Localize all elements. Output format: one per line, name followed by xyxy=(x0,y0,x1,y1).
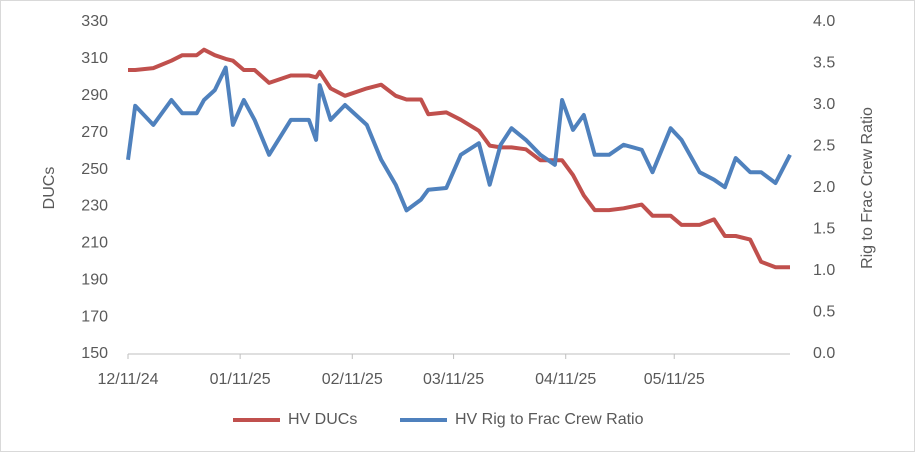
y2-tick-label: 2.5 xyxy=(813,138,835,155)
y2-tick-label: 3.5 xyxy=(813,55,835,72)
y-axis-title: DUCs xyxy=(41,167,58,210)
y-tick-label: 330 xyxy=(81,13,108,30)
x-tick-label: 05/11/25 xyxy=(644,371,705,388)
y2-tick-label: 3.0 xyxy=(813,96,835,113)
y2-tick-label: 4.0 xyxy=(813,13,835,30)
y-tick-label: 290 xyxy=(81,87,108,104)
x-tick-label: 02/11/25 xyxy=(322,371,383,388)
y2-tick-label: 2.0 xyxy=(813,179,835,196)
y2-tick-label: 0.5 xyxy=(813,304,835,321)
x-tick-label: 04/11/25 xyxy=(535,371,596,388)
x-tick-label: 03/11/25 xyxy=(423,371,484,388)
y2-axis-title: Rig to Frac Crew Ratio xyxy=(859,107,876,269)
x-tick-label: 12/11/24 xyxy=(97,371,158,388)
y2-tick-label: 1.5 xyxy=(813,221,835,238)
y-tick-label: 170 xyxy=(81,308,108,325)
y-tick-label: 230 xyxy=(81,198,108,215)
data-line xyxy=(128,47,790,270)
y2-tick-label: 1.0 xyxy=(813,262,835,279)
y-tick-label: 150 xyxy=(81,345,108,362)
y-tick-label: 190 xyxy=(81,271,108,288)
legend-label: HV Rig to Frac Crew Ratio xyxy=(455,411,644,428)
y-tick-label: 310 xyxy=(81,50,108,67)
legend-label: HV DUCs xyxy=(288,411,357,428)
y-tick-label: 210 xyxy=(81,235,108,252)
x-tick-label: 01/11/25 xyxy=(210,371,271,388)
data-line xyxy=(126,65,792,213)
y2-tick-label: 0.0 xyxy=(813,345,835,362)
y-tick-label: 250 xyxy=(81,161,108,178)
y-tick-label: 270 xyxy=(81,124,108,141)
